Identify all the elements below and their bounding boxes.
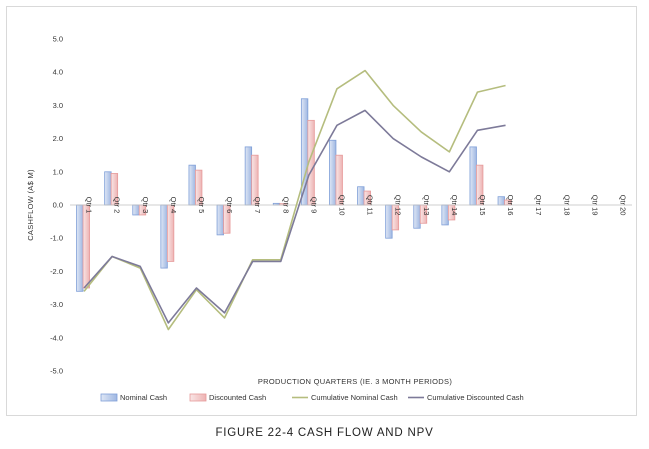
bar-nominal-cash-1 [76, 204, 84, 292]
bar-discounted-cash-1 [82, 204, 90, 289]
y-tick-label: -2.0 [50, 267, 63, 276]
x-axis-title: PRODUCTION QUARTERS (IE. 3 MONTH PERIODS… [258, 377, 452, 386]
x-tick-label: Qtr 13 [422, 195, 431, 216]
bar-nominal-cash-15 [469, 146, 477, 206]
bar-nominal-cash-12 [385, 204, 393, 239]
x-tick-label: Qtr 2 [113, 197, 122, 214]
x-tick-label: Qtr 3 [141, 197, 150, 214]
y-tick-label: -1.0 [50, 234, 63, 243]
y-tick-label: 4.0 [53, 68, 63, 77]
x-tick-label: Qtr 1 [85, 197, 94, 214]
bar-nominal-cash-14 [441, 204, 449, 226]
legend-item-discounted-cash: Discounted Cash [189, 393, 266, 402]
bar-nominal-cash-10 [329, 139, 337, 206]
figure-caption: FIGURE 22-4 CASH FLOW AND NPV [215, 427, 434, 439]
legend-label: Nominal Cash [120, 393, 167, 402]
x-tick-label: Qtr 10 [337, 195, 346, 216]
x-tick-label: Qtr 15 [478, 195, 487, 216]
y-tick-label: 3.0 [53, 101, 63, 110]
bar-nominal-cash-5 [188, 164, 196, 206]
x-tick-label: Qtr 18 [562, 195, 571, 216]
bar-discounted-cash-4 [166, 204, 175, 262]
legend-label: Cumulative Discounted Cash [427, 393, 524, 402]
legend-item-nominal-cash: Nominal Cash [100, 393, 167, 402]
bar-nominal-cash-16 [497, 196, 505, 206]
y-tick-labels: 5.0 4.0 3.0 2.0 1.0 0.0 -1.0 -2.0 -3.0 -4.0 -5.0 [50, 35, 63, 376]
legend: Nominal Cash Discounted Cash Cumulative No… [100, 393, 524, 402]
bar-nominal-cash-4 [160, 204, 168, 269]
x-tick-label: Qtr 4 [169, 197, 178, 214]
x-tick-label: Qtr 7 [253, 197, 262, 214]
y-tick-label: 5.0 [53, 35, 63, 44]
x-tick-label: Qtr 9 [309, 197, 318, 214]
x-tick-label: Qtr 14 [450, 195, 459, 216]
bar-nominal-cash-2 [104, 171, 112, 206]
legend-swatch [100, 393, 118, 402]
x-tick-label: Qtr 12 [394, 195, 403, 216]
line-cumulative-nominal-cash [83, 69, 506, 331]
x-tick-label: Qtr 19 [590, 195, 599, 216]
x-tick-label: Qtr 6 [225, 197, 234, 214]
y-tick-label: -3.0 [50, 300, 63, 309]
legend-swatch [189, 393, 207, 402]
y-tick-label: -5.0 [50, 367, 63, 376]
legend-item-cumulative-discounted-cash: Cumulative Discounted Cash [408, 393, 524, 402]
y-tick-label: 0.0 [53, 201, 63, 210]
x-tick-label: Qtr 11 [366, 195, 375, 215]
x-tick-label: Qtr 17 [534, 195, 543, 216]
chart-frame [6, 6, 637, 416]
y-tick-label: 2.0 [53, 134, 63, 143]
line-cumulative-discounted-cash [83, 109, 506, 324]
bars-layer [76, 98, 512, 292]
legend-label: Discounted Cash [209, 393, 266, 402]
bar-nominal-cash-11 [357, 186, 365, 206]
bar-nominal-cash-6 [216, 204, 224, 236]
bar-nominal-cash-13 [413, 204, 421, 229]
x-tick-label: Qtr 20 [618, 195, 627, 216]
lines-layer [83, 69, 506, 331]
x-tick-label: Qtr 8 [281, 197, 290, 214]
bar-nominal-cash-7 [244, 146, 253, 206]
legend-label: Cumulative Nominal Cash [311, 393, 398, 402]
bar-nominal-cash-3 [132, 204, 140, 216]
y-tick-label: -4.0 [50, 333, 63, 342]
x-tick-label: Qtr 16 [506, 195, 515, 216]
legend-item-cumulative-nominal-cash: Cumulative Nominal Cash [292, 393, 398, 402]
y-tick-label: 1.0 [53, 167, 63, 176]
y-axis-title: CASHFLOW (A$ M) [26, 169, 35, 241]
x-tick-label: Qtr 5 [197, 197, 206, 214]
x-tick-labels: Qtr 1 Qtr 2 Qtr 3 Qtr 4 Qtr 5 Qtr 6 Qtr 7 Qtr 8… [85, 195, 628, 216]
